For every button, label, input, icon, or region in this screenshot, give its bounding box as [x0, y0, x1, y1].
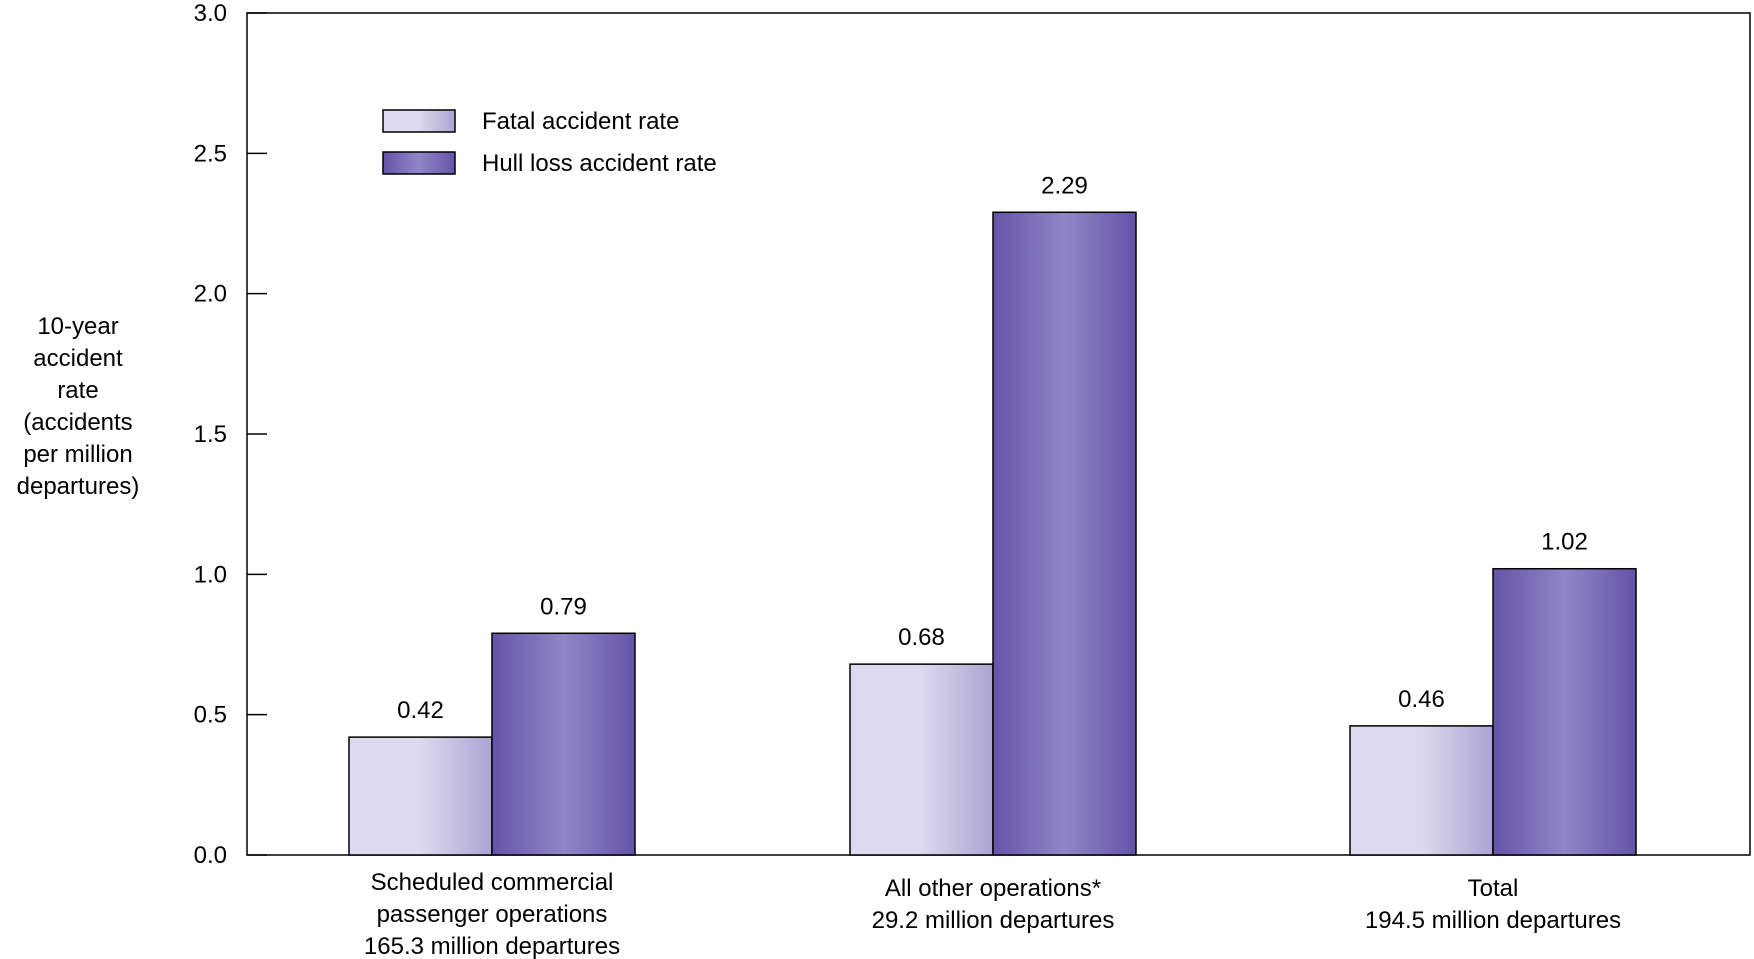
category-label-line: All other operations* [885, 875, 1101, 902]
category-label-line: 194.5 million departures [1365, 907, 1621, 934]
bar-value-label: 0.42 [397, 697, 444, 724]
bar-fatal [348, 736, 493, 856]
bars: 0.42 0.68 0.46 0.79 2.29 1.02 [348, 172, 1637, 856]
category-label-line: Scheduled commercial [371, 869, 614, 896]
category-labels: Scheduled commercial passenger operations… [364, 869, 1621, 959]
bar-fatal [1349, 725, 1494, 856]
bar-value-label: 1.02 [1541, 529, 1588, 556]
y-axis-title-line: accident [33, 345, 123, 372]
y-tick-label: 2.5 [194, 140, 227, 167]
bar-hull-loss [992, 211, 1137, 856]
legend-label: Fatal accident rate [482, 108, 679, 135]
bar-hull-loss [491, 632, 636, 856]
y-axis-title-line: departures) [17, 473, 140, 500]
category-label-line: 29.2 million departures [872, 907, 1115, 934]
category-label-line: 165.3 million departures [364, 933, 620, 959]
y-tick-label: 0.5 [194, 702, 227, 729]
bar-value-label: 0.79 [540, 593, 587, 620]
y-axis-title-line: (accidents [23, 409, 132, 436]
y-tick-label: 1.0 [194, 561, 227, 588]
bar-value-label: 0.46 [1398, 686, 1445, 713]
bar-hull-loss [1492, 567, 1637, 856]
bar-value-label: 2.29 [1041, 172, 1088, 199]
legend-label: Hull loss accident rate [482, 150, 717, 177]
legend-swatch [382, 151, 456, 175]
y-tick-label: 0.0 [194, 842, 227, 869]
bar-value-label: 0.68 [898, 624, 945, 651]
category-label-line: Total [1468, 875, 1519, 902]
y-tick-label: 2.0 [194, 281, 227, 308]
y-axis-title-line: 10-year [37, 313, 118, 340]
legend-swatch [382, 109, 456, 133]
bar-fatal [849, 663, 994, 856]
y-axis: 0.0 0.5 1.0 1.5 2.0 2.5 3.0 [194, 0, 267, 869]
y-axis-title-line: per million [23, 441, 132, 468]
y-axis-title: 10-year accident rate (accidents per million… [17, 313, 140, 500]
legend: Fatal accident rate Hull loss accident ra… [382, 108, 717, 177]
y-tick-label: 3.0 [194, 0, 227, 27]
y-axis-title-line: rate [57, 377, 98, 404]
category-label-line: passenger operations [377, 901, 608, 928]
y-tick-label: 1.5 [194, 421, 227, 448]
